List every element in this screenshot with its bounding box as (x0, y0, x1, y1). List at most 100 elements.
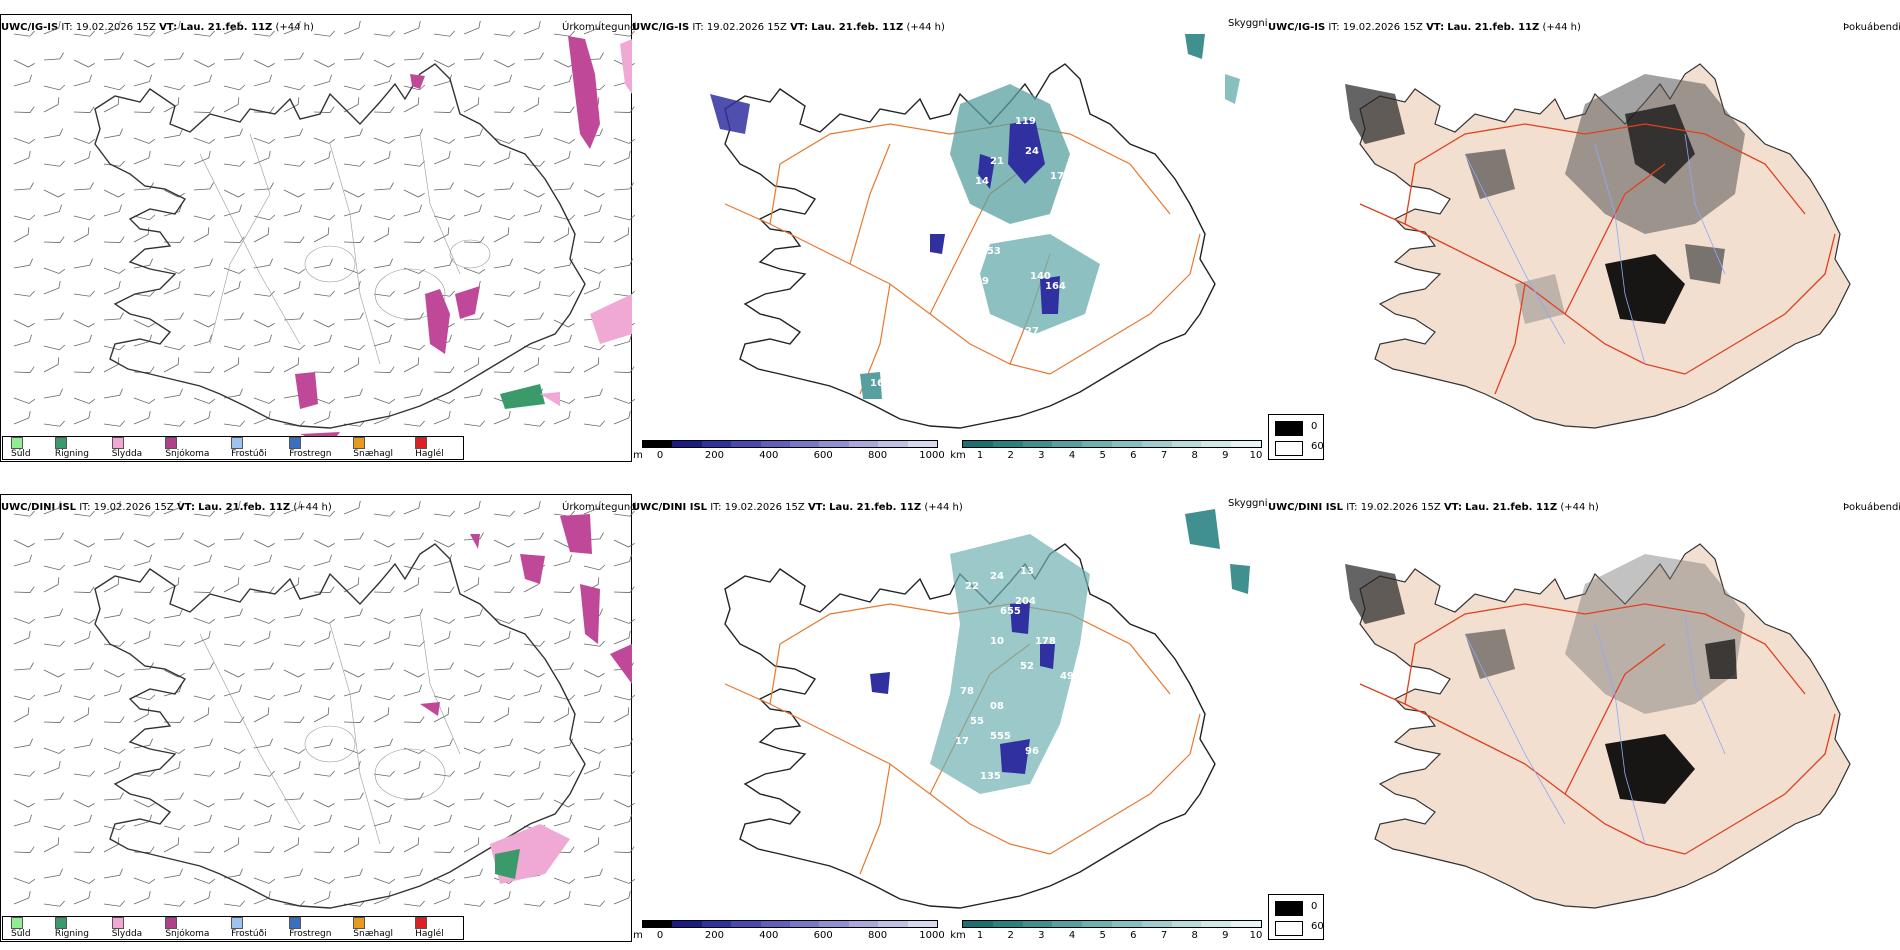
wind-barb (583, 747, 606, 754)
wind-barb (343, 747, 366, 754)
wind-barb (133, 890, 151, 905)
color-step (731, 441, 761, 447)
wind-barb (493, 258, 514, 269)
colorbar-tick: 8 (1191, 930, 1198, 941)
wind-barb (253, 258, 274, 269)
color-step (1141, 921, 1172, 927)
wind-barb (43, 267, 66, 274)
wind-barb (523, 420, 545, 427)
wind-barb (373, 554, 392, 567)
wind-barb (73, 334, 92, 347)
wind-barb (553, 319, 575, 328)
wind-barb (223, 20, 241, 35)
wind-barb (523, 267, 546, 274)
wind-barb (43, 837, 60, 853)
wind-barb (343, 564, 366, 571)
wind-barb (613, 410, 631, 425)
wind-barb (163, 900, 185, 907)
wind-barb (283, 280, 301, 295)
wind-barb (433, 106, 455, 113)
wind-barb (403, 868, 424, 879)
color-step (1111, 921, 1142, 927)
fog-legend-white (1275, 441, 1303, 456)
colorbar-unit: km (950, 930, 966, 941)
wind-barb (163, 824, 186, 831)
wind-barb (73, 59, 95, 68)
wind-barb (223, 388, 244, 399)
wind-barb (223, 640, 245, 647)
wind-barb (253, 630, 271, 645)
wind-barb (523, 900, 545, 907)
colorbar-tick: 5 (1099, 450, 1106, 461)
wind-barb (43, 716, 65, 723)
wind-barb (253, 227, 270, 243)
wind-barb (283, 20, 301, 35)
wind-barb (223, 760, 241, 775)
wind-barb (73, 586, 95, 593)
wind-barb (373, 258, 394, 269)
wind-barb (283, 608, 304, 619)
wind-barb (73, 877, 96, 884)
wind-barb (133, 738, 154, 749)
wind-barb (133, 74, 152, 87)
precip-areas (295, 36, 632, 446)
wind-barb (463, 900, 485, 907)
wind-barb (343, 357, 360, 373)
wind-barb (13, 554, 32, 567)
legend-item: Snjókoma (165, 437, 219, 459)
visibility-labels-bottom: 22 24 13 31 655 98 178 52 495 78 55 08 559 17 555 96 135… (920, 566, 1114, 782)
wind-barb (283, 824, 306, 831)
wind-barb (583, 357, 600, 373)
wind-barb (373, 814, 392, 827)
wind-barb (493, 630, 511, 645)
color-step (1231, 441, 1261, 447)
color-step (907, 921, 938, 927)
wind-barb (403, 760, 421, 775)
it-value: 19.02.2026 15Z (75, 22, 156, 33)
wind-barb (133, 59, 155, 68)
wind-barb (13, 586, 35, 593)
wind-barb (433, 59, 455, 68)
wind-barb (283, 267, 306, 274)
wind-barb (553, 410, 571, 425)
wind-barb (163, 189, 185, 198)
wind-barb (613, 227, 630, 243)
wind-barb (403, 824, 426, 831)
wind-barb (553, 182, 574, 191)
wind-barb (313, 846, 335, 853)
wind-barb (433, 214, 456, 221)
colorbar-tick: 4 (1068, 930, 1076, 941)
wind-barb (133, 150, 151, 165)
wind-barb (403, 388, 424, 399)
wind-barb (583, 669, 605, 678)
wind-barb (373, 290, 395, 297)
wind-barb (13, 334, 32, 347)
colorbar-tick: 7 (1160, 930, 1168, 941)
wind-barb (583, 716, 605, 723)
wind-barb (223, 747, 246, 754)
wind-barb (583, 204, 602, 217)
wind-barb (73, 214, 96, 221)
visibility-km-colorbar (962, 920, 1262, 928)
wind-barb (493, 510, 515, 517)
color-step (819, 921, 849, 927)
wind-barb (523, 716, 545, 723)
wind-barb (373, 106, 395, 113)
wind-barb (73, 150, 91, 165)
wind-barb (223, 500, 241, 515)
wind-barb (73, 814, 92, 827)
wind-barb (313, 630, 331, 645)
wind-barb (193, 554, 212, 567)
wind-barb (223, 608, 244, 619)
wind-barb (343, 344, 366, 351)
wind-barb (103, 204, 122, 217)
wind-barb (133, 617, 156, 624)
wind-barb (253, 877, 276, 884)
wind-barb (463, 640, 485, 647)
wind-barb (73, 410, 91, 425)
wind-barb (403, 52, 424, 61)
wind-barb (193, 74, 212, 87)
wind-barb (613, 366, 635, 373)
wind-barb (463, 204, 482, 217)
wind-barb (163, 564, 186, 571)
